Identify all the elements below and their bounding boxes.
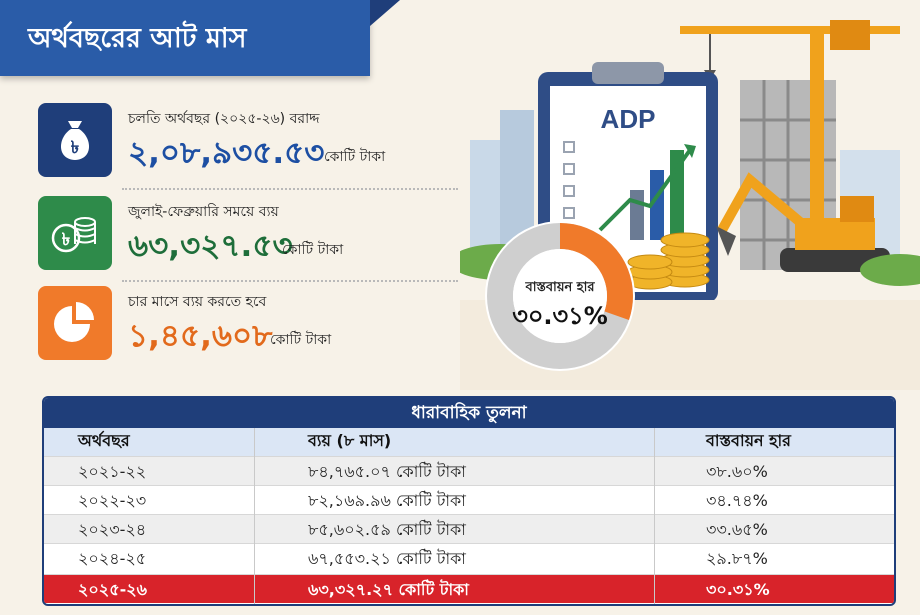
cell-year: ২০২৫-২৬ bbox=[78, 580, 148, 599]
cell-year: ২০২৪-২৫ bbox=[78, 549, 147, 568]
title-banner: অর্থবছরের আট মাস bbox=[0, 0, 370, 76]
svg-text:৳: ৳ bbox=[71, 138, 79, 158]
column-header-year: অর্থবছর bbox=[78, 431, 130, 450]
title-banner-fold bbox=[370, 0, 400, 26]
crane-icon bbox=[680, 20, 900, 270]
cell-rate: ২৯.৮৭% bbox=[706, 549, 768, 568]
stat-allocation-unit: কোটি টাকা bbox=[324, 149, 386, 165]
page-title: অর্থবছরের আট মাস bbox=[28, 23, 247, 54]
table-row: ২০২১-২২ ৮৪,৭৬৫.০৭ কোটি টাকা ৩৮.৬০% bbox=[44, 456, 894, 485]
stat-divider bbox=[122, 188, 458, 190]
cell-year: ২০২২-২৩ bbox=[78, 491, 147, 510]
cell-spending: ৮৪,৭৬৫.০৭ কোটি টাকা bbox=[308, 462, 466, 481]
svg-text:৳: ৳ bbox=[62, 230, 70, 250]
gauge-fill bbox=[487, 223, 633, 369]
table-row-highlighted: ২০২৫-২৬ ৬৩,৩২৭.২৭ কোটি টাকা ৩০.৩১% bbox=[44, 574, 894, 603]
implementation-rate-gauge bbox=[485, 221, 635, 371]
cell-rate: ৩৪.৭৪% bbox=[706, 491, 768, 510]
coins-icon: ৳ bbox=[38, 196, 112, 270]
cell-year: ২০২১-২২ bbox=[78, 462, 147, 481]
column-divider bbox=[254, 428, 255, 604]
stat-spent-label: জুলাই-ফেব্রুয়ারি সময়ে ব্যয় bbox=[128, 204, 279, 220]
cell-year: ২০২৩-২৪ bbox=[78, 520, 147, 539]
stat-spent: ৳ জুলাই-ফেব্রুয়ারি সময়ে ব্যয় ৬৩,৩২৭.৫… bbox=[38, 196, 458, 272]
column-divider bbox=[654, 428, 655, 604]
cell-spending: ৮৫,৬০২.৫৯ কোটি টাকা bbox=[308, 520, 466, 539]
stat-remaining-value: ১,৪৫,৬০৮ bbox=[128, 318, 273, 354]
gauge-label: বাস্তবায়ন হার bbox=[525, 280, 595, 295]
column-header-spending: ব্যয় (৮ মাস) bbox=[308, 431, 392, 450]
comparison-table: ধারাবাহিক তুলনা অর্থবছর ব্যয় (৮ মাস) বা… bbox=[42, 396, 896, 606]
clipboard-adp-text: ADP bbox=[601, 104, 656, 134]
gauge-value: ৩০.৩১% bbox=[512, 302, 608, 330]
stat-allocation-value: ২,০৮,৯৩৫.৫৩ bbox=[128, 135, 325, 171]
column-header-rate: বাস্তবায়ন হার bbox=[706, 431, 791, 450]
coin-stack-icon bbox=[627, 232, 710, 290]
stat-divider bbox=[122, 280, 458, 282]
stat-remaining-unit: কোটি টাকা bbox=[270, 332, 332, 348]
stat-spent-unit: কোটি টাকা bbox=[282, 242, 344, 258]
cell-spending: ৮২,১৬৯.৯৬ কোটি টাকা bbox=[308, 491, 466, 510]
stat-allocation: ৳ চলতি অর্থবছর (২০২৫-২৬) বরাদ্দ ২,০৮,৯৩৫… bbox=[38, 103, 458, 179]
stat-remaining-label: চার মাসে ব্যয় করতে হবে bbox=[128, 294, 267, 310]
cell-spending: ৬৭,৫৫৩.২১ কোটি টাকা bbox=[308, 549, 466, 568]
stat-remaining: চার মাসে ব্যয় করতে হবে ১,৪৫,৬০৮ কোটি টা… bbox=[38, 286, 458, 362]
construction-illustration: ADP bbox=[460, 20, 920, 390]
table-row: ২০২৩-২৪ ৮৫,৬০২.৫৯ কোটি টাকা ৩৩.৬৫% bbox=[44, 514, 894, 543]
stat-spent-value: ৬৩,৩২৭.৫৩ bbox=[128, 228, 293, 264]
table-title: ধারাবাহিক তুলনা bbox=[44, 398, 894, 428]
cell-rate: ৩৩.৬৫% bbox=[706, 520, 768, 539]
cell-spending: ৬৩,৩২৭.২৭ কোটি টাকা bbox=[308, 580, 469, 599]
pie-chart-icon bbox=[38, 286, 112, 360]
table-row: ২০২৪-২৫ ৬৭,৫৫৩.২১ কোটি টাকা ২৯.৮৭% bbox=[44, 543, 894, 572]
table-header-row: অর্থবছর ব্যয় (৮ মাস) বাস্তবায়ন হার bbox=[44, 428, 894, 456]
money-bag-icon: ৳ bbox=[38, 103, 112, 177]
stat-allocation-label: চলতি অর্থবছর (২০২৫-২৬) বরাদ্দ bbox=[128, 111, 320, 127]
table-row: ২০২২-২৩ ৮২,১৬৯.৯৬ কোটি টাকা ৩৪.৭৪% bbox=[44, 485, 894, 514]
cell-rate: ৩৮.৬০% bbox=[706, 462, 768, 481]
cell-rate: ৩০.৩১% bbox=[706, 580, 770, 599]
